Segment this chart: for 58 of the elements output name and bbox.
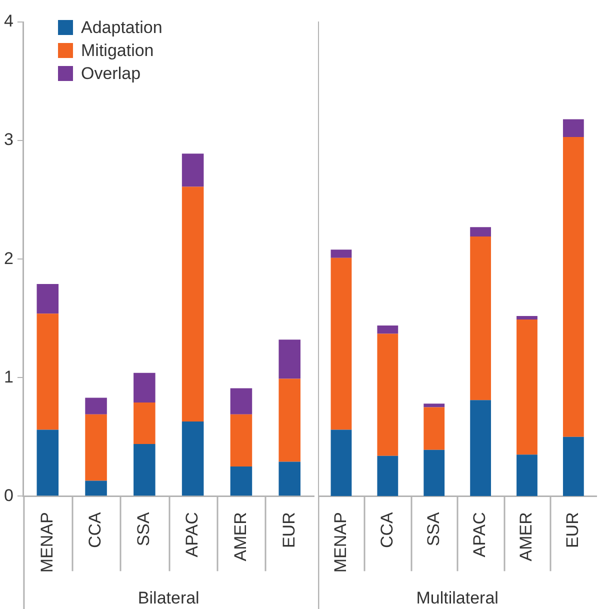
y-tick-label: 2 <box>4 248 14 268</box>
bar <box>134 372 156 402</box>
bar <box>470 400 491 496</box>
bar <box>36 314 59 430</box>
bar <box>516 316 538 320</box>
x-tick-label: AMER <box>516 512 536 562</box>
bar <box>182 154 204 187</box>
bar <box>470 236 491 400</box>
bar <box>330 258 352 430</box>
bar <box>36 284 59 314</box>
bar <box>85 398 107 414</box>
x-tick-label: APAC <box>470 512 490 558</box>
bar <box>230 414 252 467</box>
bar <box>377 456 398 496</box>
x-tick-label: CCA <box>86 512 105 548</box>
bar <box>182 421 204 496</box>
bar <box>134 402 156 444</box>
x-axis-title: Multilateral <box>416 588 498 608</box>
legend-label: Mitigation <box>81 40 154 60</box>
y-tick-label: 1 <box>4 367 14 386</box>
y-tick-label: 0 <box>4 486 14 505</box>
bar <box>516 320 538 455</box>
bar <box>562 436 584 496</box>
bar <box>377 334 398 456</box>
bar <box>134 444 156 496</box>
x-tick-label: SSA <box>424 512 443 546</box>
x-tick-label: AMER <box>230 512 250 562</box>
x-tick-label: MENAP <box>37 512 56 573</box>
y-tick-label: 4 <box>4 12 14 31</box>
bar <box>278 378 300 462</box>
bar <box>278 340 300 379</box>
bar <box>230 466 252 496</box>
bar <box>424 404 445 408</box>
bar <box>36 430 59 496</box>
legend-label: Adaptation <box>81 18 162 38</box>
y-tick-label: 3 <box>4 130 14 150</box>
x-tick-label: SSA <box>134 512 154 546</box>
bar <box>182 186 204 422</box>
x-tick-label: CCA <box>377 512 396 548</box>
bar <box>85 480 107 496</box>
x-tick-label: APAC <box>182 512 202 558</box>
x-tick-label: EUR <box>279 512 298 548</box>
bar <box>85 414 107 481</box>
bar <box>330 430 352 496</box>
x-axis-title: Bilateral <box>138 588 200 608</box>
bar <box>562 136 584 437</box>
bar <box>424 450 445 496</box>
bar <box>424 407 445 450</box>
bar <box>470 227 491 237</box>
bar <box>377 325 398 334</box>
bar <box>516 454 538 496</box>
bar <box>330 250 352 258</box>
x-tick-label: MENAP <box>330 512 350 573</box>
legend-label: Overlap <box>81 64 141 84</box>
bar <box>562 119 584 137</box>
bar <box>230 388 252 414</box>
bar <box>278 462 300 496</box>
x-tick-label: EUR <box>563 512 582 548</box>
